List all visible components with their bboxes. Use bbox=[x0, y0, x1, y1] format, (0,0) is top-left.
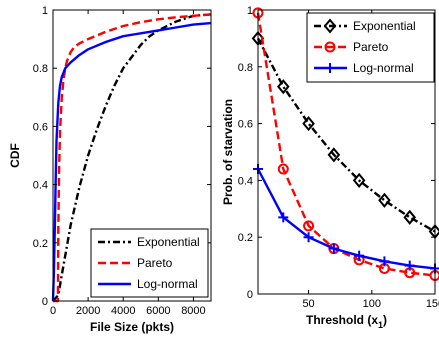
panel-1: 0 2000 4000 6000 8000 0 0.2 0.4 0.6 0.8 1 File Size… bbox=[8, 5, 211, 334]
y-tick-label: 0.2 bbox=[238, 232, 253, 244]
x-tick-label: 6000 bbox=[146, 305, 170, 317]
y-tick-label: 0.6 bbox=[238, 119, 253, 131]
x-tick-label: 0 bbox=[50, 305, 56, 317]
legend-label-exponential: Exponential bbox=[353, 19, 416, 33]
x-tick-label: 100 bbox=[363, 298, 381, 310]
x-axis-label-end: ) bbox=[383, 313, 387, 327]
x-axis-label: File Size (pkts) bbox=[90, 320, 174, 334]
y-tick-label: 0.4 bbox=[33, 180, 48, 192]
x-axis-label-main: Threshold (x bbox=[306, 313, 378, 327]
x-tick-label: 150 bbox=[426, 298, 439, 310]
y-tick-label: 0.8 bbox=[238, 62, 253, 74]
legend-label-pareto: Pareto bbox=[353, 40, 389, 54]
legend: Exponential Pareto Log-normal bbox=[307, 13, 434, 82]
y-tick-label: 1 bbox=[247, 5, 253, 17]
legend-label-log-normal: Log-normal bbox=[353, 61, 414, 75]
y-axis-label: CDF bbox=[8, 143, 22, 168]
y-tick-label: 0.2 bbox=[33, 238, 48, 250]
legend-label-pareto: Pareto bbox=[137, 256, 173, 270]
x-axis-label: Threshold (x1) bbox=[306, 313, 387, 330]
y-tick-label: 1 bbox=[42, 5, 48, 17]
y-tick-label: 0.4 bbox=[238, 175, 253, 187]
y-axis-label: Prob. of starvation bbox=[221, 99, 235, 205]
legend: Exponential Pareto Log-normal bbox=[91, 229, 208, 297]
legend-label-exponential: Exponential bbox=[137, 235, 200, 249]
x-tick-label: 50 bbox=[302, 298, 314, 310]
x-tick-label: 4000 bbox=[111, 305, 135, 317]
panel-2: 50 100 150 0 0.2 0.4 0.6 0.8 1 Threshold (x1) Prob… bbox=[221, 5, 439, 330]
y-tick-label: 0 bbox=[247, 289, 253, 301]
series-exponential-marker-6 bbox=[405, 211, 415, 223]
x-tick-label: 2000 bbox=[76, 305, 100, 317]
series-exponential-marker-5 bbox=[379, 194, 389, 206]
y-tick-label: 0 bbox=[42, 296, 48, 308]
y-tick-label: 0.6 bbox=[33, 121, 48, 133]
legend-label-log-normal: Log-normal bbox=[137, 277, 198, 291]
y-tick-label: 0.8 bbox=[33, 63, 48, 75]
x-tick-label: 8000 bbox=[181, 305, 205, 317]
